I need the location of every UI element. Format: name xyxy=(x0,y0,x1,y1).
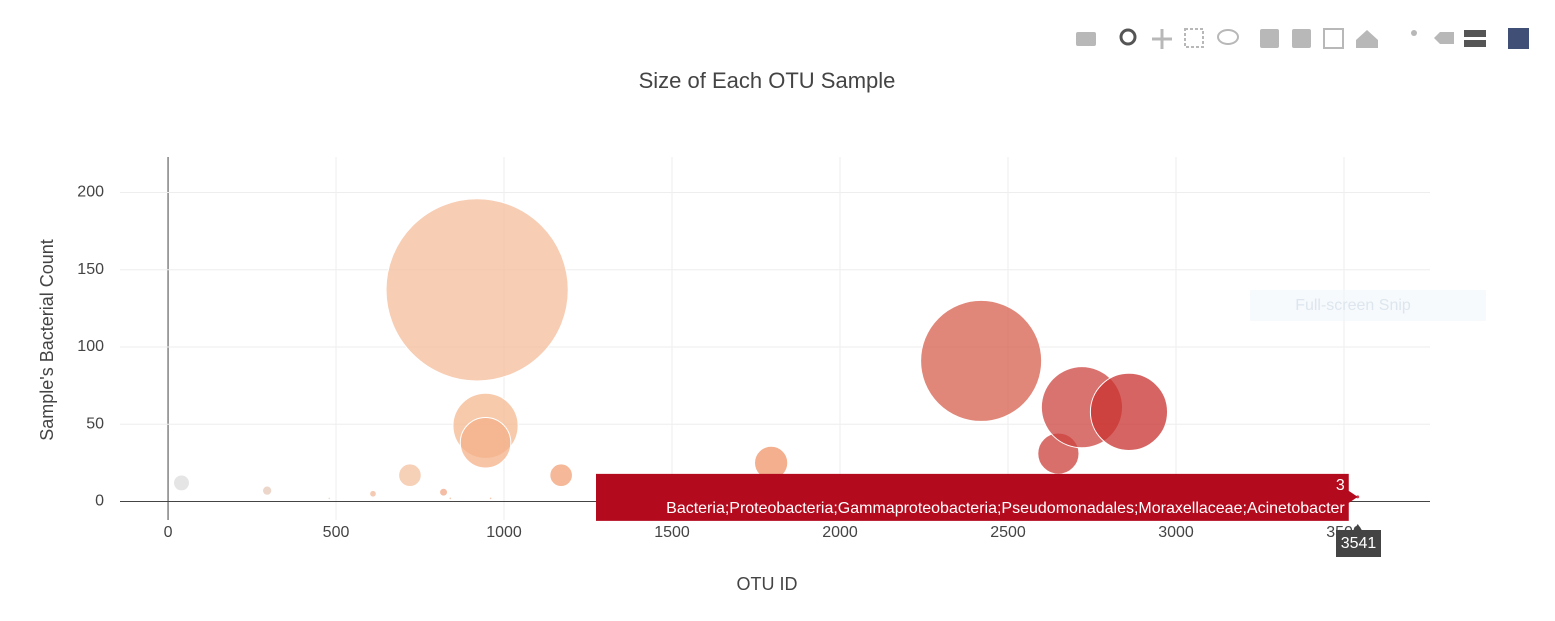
bubble xyxy=(327,496,332,501)
camera-icon[interactable] xyxy=(1076,32,1096,46)
x-hover-value: 3541 xyxy=(1341,535,1377,552)
x-tick-label: 500 xyxy=(323,524,350,541)
overlay-box xyxy=(1250,290,1486,321)
hover-box xyxy=(596,473,1358,521)
pan-icon[interactable] xyxy=(1152,29,1172,49)
x-tick-label: 3000 xyxy=(1158,524,1194,541)
hover-value: 3 xyxy=(1336,477,1345,494)
zoom-out-icon[interactable] xyxy=(1292,29,1311,48)
spike-icon[interactable] xyxy=(1411,30,1417,36)
bubble xyxy=(369,489,377,498)
bubble xyxy=(1089,372,1169,451)
box-select-icon[interactable] xyxy=(1184,28,1204,48)
x-tick-label: 1500 xyxy=(654,524,690,541)
bubble xyxy=(488,496,493,501)
bubble xyxy=(398,463,422,488)
bubble xyxy=(549,463,573,488)
hover-compare-icon[interactable] xyxy=(1464,30,1486,47)
y-tick-label: 200 xyxy=(77,184,104,201)
zoom-icon[interactable] xyxy=(1119,28,1137,46)
hover-label: 3 Bacteria;Proteobacteria;Gammaproteobact… xyxy=(596,473,1381,557)
zoom-in-icon[interactable] xyxy=(1260,29,1279,48)
y-tick-label: 150 xyxy=(77,261,104,278)
autoscale-icon[interactable] xyxy=(1323,28,1344,49)
x-tick-label: 0 xyxy=(164,524,173,541)
y-tick-label: 0 xyxy=(95,493,104,510)
bubble xyxy=(439,487,449,497)
x-axis-title: OTU ID xyxy=(737,574,798,594)
toolbar xyxy=(1076,28,1529,49)
bubble xyxy=(173,474,190,492)
x-hover-box xyxy=(1336,524,1381,557)
home-icon[interactable] xyxy=(1356,30,1378,48)
x-tick-label: 2500 xyxy=(990,524,1026,541)
overlay-text: Full-screen Snip xyxy=(1295,297,1411,314)
bubble xyxy=(385,198,569,382)
x-tick-label: 1000 xyxy=(486,524,522,541)
y-tick-label: 50 xyxy=(86,415,104,432)
hover-closest-icon[interactable] xyxy=(1434,32,1454,44)
y-axis-title: Sample's Bacterial Count xyxy=(37,239,57,441)
bubble xyxy=(448,496,453,501)
bubbles xyxy=(173,198,1361,501)
chart-title: Size of Each OTU Sample xyxy=(639,68,896,93)
plotly-logo[interactable] xyxy=(1508,28,1529,49)
bubble xyxy=(262,485,273,496)
lasso-icon[interactable] xyxy=(1217,29,1239,45)
x-tick-label: 2000 xyxy=(822,524,858,541)
bubble xyxy=(920,299,1043,422)
y-tick-label: 100 xyxy=(77,338,104,355)
bubble xyxy=(459,416,512,469)
hover-text: Bacteria;Proteobacteria;Gammaproteobacte… xyxy=(666,500,1345,517)
